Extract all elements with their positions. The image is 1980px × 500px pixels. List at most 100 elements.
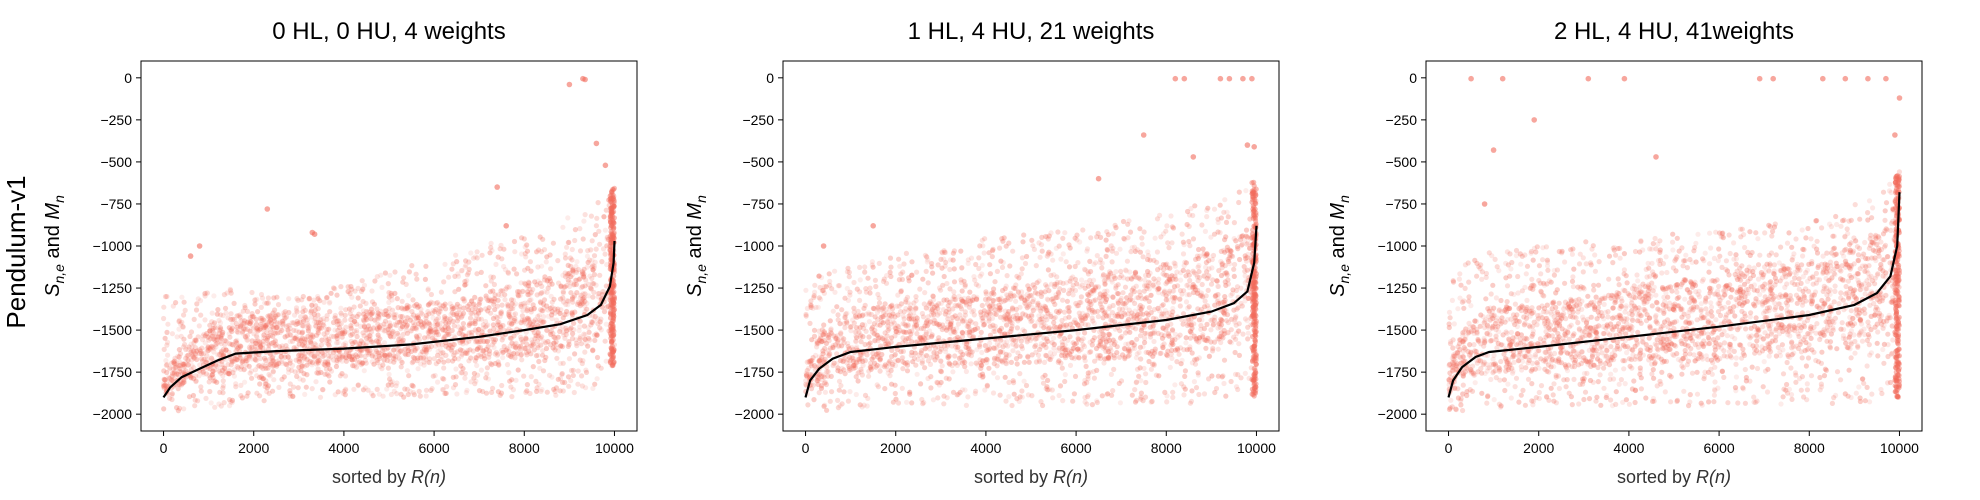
scatter-point <box>530 364 536 370</box>
scatter-point <box>535 278 541 284</box>
scatter-point <box>433 343 439 349</box>
scatter-point <box>1107 269 1113 275</box>
scatter-point <box>1022 300 1028 306</box>
scatter-point <box>324 294 330 300</box>
scatter-point <box>566 383 572 389</box>
scatter-point <box>904 362 911 368</box>
scatter-point <box>406 304 412 310</box>
scatter-point <box>270 325 276 331</box>
scatter-point <box>425 302 432 308</box>
scatter-point <box>603 358 609 364</box>
scatter-point <box>823 350 829 356</box>
scatter-point <box>313 342 319 348</box>
scatter-point <box>830 343 836 349</box>
scatter-point <box>1104 347 1111 353</box>
scatter-point <box>862 269 868 275</box>
scatter-point <box>450 341 456 347</box>
scatter-point <box>563 325 569 331</box>
scatter-point <box>175 386 181 392</box>
scatter-point <box>1014 361 1020 367</box>
scatter-point <box>608 222 614 228</box>
scatter-point <box>254 334 260 341</box>
scatter-point <box>427 321 433 327</box>
scatter-point <box>518 303 524 309</box>
scatter-point <box>265 335 271 341</box>
scatter-point <box>1151 338 1157 345</box>
scatter-point <box>1099 260 1105 266</box>
scatter-point <box>1059 339 1065 345</box>
scatter-point <box>483 283 489 289</box>
scatter-point <box>560 329 566 335</box>
scatter-point <box>382 270 388 276</box>
scatter-cloud <box>803 75 1259 413</box>
scatter-point <box>1162 389 1168 395</box>
scatter-point <box>1027 292 1034 298</box>
scatter-point <box>443 320 449 326</box>
scatter-point <box>994 341 1000 347</box>
scatter-point <box>315 319 322 326</box>
scatter-point <box>237 343 243 349</box>
scatter-point <box>550 240 557 246</box>
scatter-point <box>611 342 618 348</box>
scatter-point <box>572 351 578 357</box>
scatter-point <box>326 353 332 359</box>
scatter-point <box>497 327 503 333</box>
scatter-point <box>1020 311 1026 317</box>
scatter-point <box>509 354 515 360</box>
scatter-point <box>1182 386 1188 392</box>
scatter-point <box>991 370 997 376</box>
scatter-point <box>1045 310 1051 316</box>
scatter-point <box>322 371 328 377</box>
scatter-point <box>1150 315 1156 321</box>
scatter-point <box>1038 308 1044 314</box>
scatter-point <box>990 298 996 304</box>
scatter-point <box>254 390 260 396</box>
scatter-point <box>1210 345 1216 351</box>
scatter-point <box>900 366 906 372</box>
scatter-point <box>285 354 291 360</box>
scatter-point <box>610 324 616 331</box>
scatter-point <box>357 323 364 329</box>
scatter-point <box>575 368 581 374</box>
scatter-point <box>179 319 185 325</box>
scatter-point <box>229 399 235 405</box>
scatter-point <box>181 363 187 369</box>
scatter-point <box>393 322 399 328</box>
scatter-point <box>531 347 537 353</box>
scatter-point <box>1184 292 1190 298</box>
scatter-point <box>608 360 614 366</box>
scatter-point <box>1029 318 1035 324</box>
scatter-point <box>987 271 994 277</box>
scatter-point <box>181 377 187 383</box>
scatter-point <box>1106 272 1112 278</box>
scatter-point <box>879 306 885 312</box>
scatter-point <box>819 383 825 389</box>
scatter-point <box>846 269 852 275</box>
scatter-point <box>402 351 408 357</box>
scatter-point <box>829 389 835 395</box>
scatter-point <box>853 333 859 339</box>
scatter-point <box>596 228 602 234</box>
scatter-point <box>1195 287 1201 293</box>
scatter-point <box>515 292 521 298</box>
scatter-point <box>177 382 183 388</box>
scatter-point <box>226 349 232 355</box>
scatter-point <box>1075 330 1081 336</box>
scatter-point <box>547 252 553 258</box>
scatter-point <box>230 370 236 376</box>
scatter-point <box>524 341 530 347</box>
scatter-point <box>1055 347 1061 353</box>
scatter-point <box>415 321 422 327</box>
scatter-point <box>525 300 531 306</box>
y-tick-label: −500 <box>100 154 132 170</box>
scatter-point <box>499 256 505 262</box>
scatter-point <box>360 360 366 366</box>
scatter-point <box>418 355 424 361</box>
scatter-point <box>568 290 574 296</box>
scatter-point <box>244 333 250 339</box>
scatter-point <box>1074 346 1080 352</box>
scatter-point <box>241 320 247 326</box>
scatter-point <box>991 361 997 367</box>
scatter-point <box>1009 323 1015 329</box>
scatter-point <box>184 353 190 359</box>
